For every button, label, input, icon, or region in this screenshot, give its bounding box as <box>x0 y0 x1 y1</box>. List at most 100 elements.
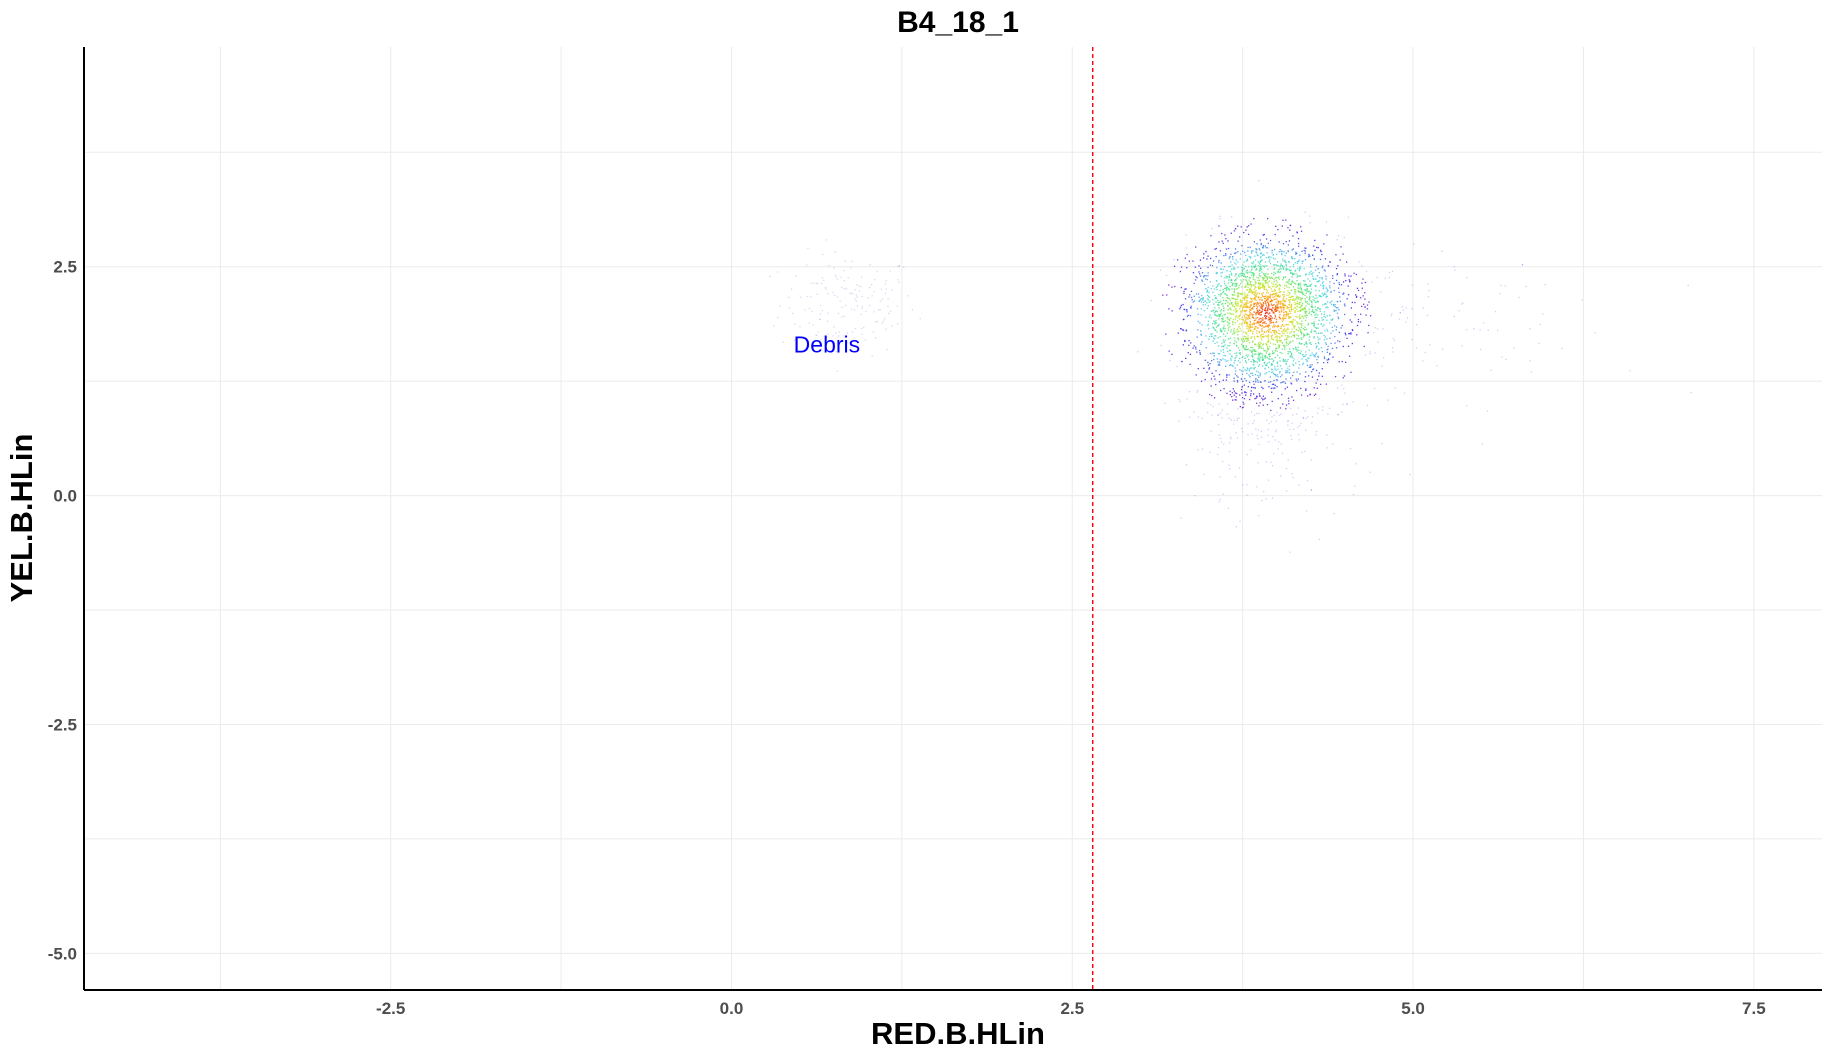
data-point <box>1246 322 1247 323</box>
data-point <box>1192 347 1193 348</box>
data-point <box>1270 342 1271 343</box>
data-point <box>1205 317 1206 318</box>
data-point <box>1283 308 1284 309</box>
data-point <box>1220 328 1221 329</box>
data-point <box>1274 380 1275 381</box>
data-point <box>1242 374 1243 375</box>
data-point <box>1216 326 1217 327</box>
data-point <box>1289 311 1290 312</box>
data-point <box>1630 370 1631 371</box>
data-point <box>1273 360 1274 361</box>
data-point <box>1176 366 1177 367</box>
data-point <box>1258 286 1259 287</box>
data-point <box>1253 381 1254 382</box>
data-point <box>1254 289 1255 290</box>
data-point <box>1247 247 1248 248</box>
data-point <box>1294 331 1295 332</box>
data-point <box>1324 269 1325 270</box>
data-point <box>1190 354 1191 355</box>
data-point <box>1177 259 1178 260</box>
data-point <box>1306 317 1307 318</box>
data-point <box>1272 326 1273 327</box>
data-point <box>1263 343 1264 344</box>
data-point <box>1280 407 1281 408</box>
data-point <box>1341 327 1342 328</box>
data-point <box>1237 408 1238 409</box>
data-point <box>1341 384 1342 385</box>
data-point <box>1313 299 1314 300</box>
data-point <box>1236 355 1237 356</box>
data-point <box>1240 311 1241 312</box>
data-point <box>1268 284 1269 285</box>
data-point <box>1269 297 1270 298</box>
data-point <box>1336 329 1337 330</box>
data-point <box>1219 353 1220 354</box>
data-point <box>1214 328 1215 329</box>
data-point <box>1308 324 1309 325</box>
data-point <box>1280 382 1281 383</box>
data-point <box>1260 283 1261 284</box>
data-point <box>1242 484 1243 485</box>
data-point <box>1292 324 1293 325</box>
data-point <box>1186 311 1187 312</box>
data-point <box>1286 241 1287 242</box>
data-point <box>1350 448 1351 449</box>
data-point <box>862 306 863 307</box>
data-point <box>1247 250 1248 251</box>
data-point <box>1235 476 1236 477</box>
data-point <box>1206 258 1207 259</box>
data-point <box>1352 302 1353 303</box>
data-point <box>1239 273 1240 274</box>
data-point <box>1223 318 1224 319</box>
data-point <box>1252 250 1253 251</box>
data-point <box>1308 323 1309 324</box>
data-point <box>1217 361 1218 362</box>
data-point <box>1480 329 1481 330</box>
data-point <box>1259 248 1260 249</box>
data-point <box>1288 398 1289 399</box>
data-point <box>880 300 881 301</box>
data-point <box>1275 357 1276 358</box>
data-point <box>856 296 857 297</box>
data-point <box>1211 333 1212 334</box>
data-point <box>1310 394 1311 395</box>
data-point <box>841 287 842 288</box>
data-point <box>1241 344 1242 345</box>
data-point <box>1244 322 1245 323</box>
data-point <box>1294 326 1295 327</box>
data-point <box>1320 285 1321 286</box>
data-point <box>1303 336 1304 337</box>
data-point <box>1234 275 1235 276</box>
data-point <box>1286 371 1287 372</box>
data-point <box>1276 332 1277 333</box>
data-point <box>1276 336 1277 337</box>
data-point <box>1244 398 1245 399</box>
data-point <box>1262 255 1263 256</box>
data-point <box>1333 283 1334 284</box>
data-point <box>1325 307 1326 308</box>
data-point <box>1279 371 1280 372</box>
data-point <box>1311 332 1312 333</box>
data-point <box>1262 280 1263 281</box>
data-point <box>1264 321 1265 322</box>
data-point <box>1247 367 1248 368</box>
data-point <box>1364 346 1365 347</box>
data-point <box>1327 290 1328 291</box>
data-point <box>1218 302 1219 303</box>
data-point <box>1331 319 1332 320</box>
data-point <box>1317 379 1318 380</box>
data-point <box>861 314 862 315</box>
data-point <box>1367 405 1368 406</box>
data-point <box>1322 406 1323 407</box>
data-point <box>1227 333 1228 334</box>
data-point <box>1224 283 1225 284</box>
data-point <box>1299 310 1300 311</box>
data-point <box>1250 277 1251 278</box>
data-point <box>1233 314 1234 315</box>
data-point <box>1305 342 1306 343</box>
data-point <box>1314 331 1315 332</box>
data-point <box>1258 348 1259 349</box>
data-point <box>1352 330 1353 331</box>
data-point <box>1229 418 1230 419</box>
data-point <box>1338 317 1339 318</box>
